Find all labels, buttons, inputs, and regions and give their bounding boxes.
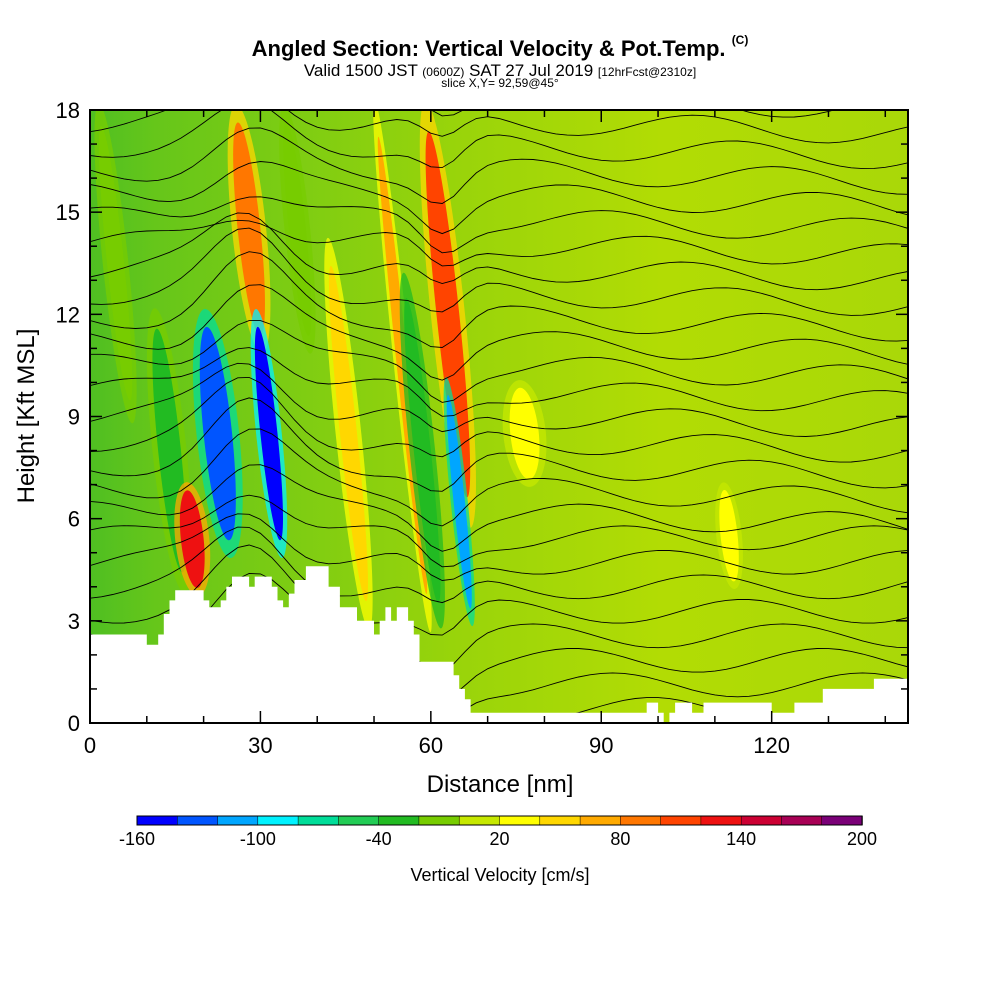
velocity-band — [227, 110, 271, 354]
velocity-band — [324, 237, 373, 630]
colorbar-swatch — [740, 815, 783, 826]
colorbar-swatch — [579, 815, 622, 826]
y-tick-label: 9 — [68, 405, 80, 430]
colorbar-tick-label: -160 — [119, 829, 155, 849]
colorbar-tick-label: -100 — [240, 829, 276, 849]
colorbar: -160 -100 -40 20 80 140 200 — [119, 815, 877, 849]
terrain-mask — [90, 566, 908, 723]
isentrope-line — [90, 320, 908, 403]
isentrope-line — [90, 196, 908, 254]
y-tick-label: 15 — [56, 200, 80, 225]
colorbar-swatch — [177, 815, 219, 826]
x-tick-label: 0 — [84, 733, 96, 758]
colorbar-swatch — [338, 815, 380, 826]
isentrope-line — [90, 219, 908, 267]
isentrope-line — [90, 513, 908, 581]
colorbar-tick-label: 80 — [610, 829, 630, 849]
velocity-band — [443, 377, 475, 627]
colorbar-swatch — [217, 815, 259, 826]
y-axis: 0 3 6 9 12 15 18 — [56, 98, 908, 736]
isentrope-line — [90, 362, 908, 437]
colorbar-swatch — [620, 815, 662, 826]
x-axis: 0 30 60 90 120 — [84, 110, 887, 758]
velocity-band — [250, 309, 288, 559]
velocity-band — [192, 309, 243, 559]
velocity-band — [419, 110, 476, 528]
isentrope-line — [90, 251, 908, 348]
colorbar-tick-label: -40 — [366, 829, 392, 849]
colorbar-swatch — [378, 815, 420, 826]
isentrope-line — [90, 347, 908, 417]
slice-info: slice X,Y= 92,59@45° — [441, 76, 559, 90]
colorbar-tick-label: 140 — [726, 829, 756, 849]
isentrope-line — [90, 544, 908, 636]
x-axis-label: Distance [nm] — [427, 771, 574, 798]
colorbar-swatch — [660, 815, 702, 826]
x-tick-label: 90 — [589, 733, 613, 758]
colorbar-swatch — [257, 815, 299, 826]
isentrope-line — [90, 397, 908, 492]
chart-title: Angled Section: Vertical Velocity & Pot.… — [251, 32, 749, 61]
isentrope-line — [90, 284, 908, 381]
colorbar-swatch — [821, 815, 863, 826]
colorbar-swatch — [458, 815, 501, 826]
isentrope-line — [90, 127, 908, 204]
y-tick-label: 12 — [56, 302, 80, 327]
isentrope-line — [90, 212, 908, 291]
chart-subtitle: Valid 1500 JST (0600Z) SAT 27 Jul 2019 [… — [303, 61, 697, 80]
y-axis-label: Height [Kft MSL] — [13, 329, 40, 504]
isentrope-line — [90, 227, 908, 316]
colorbar-swatch — [539, 815, 581, 826]
isentrope-line — [90, 376, 908, 463]
x-tick-label: 120 — [753, 733, 790, 758]
isentrope-line — [90, 110, 908, 144]
colorbar-frame — [136, 815, 863, 826]
isentrope-line — [90, 464, 908, 552]
colorbar-swatch — [297, 815, 340, 826]
isentrope-line — [90, 110, 908, 170]
colorbar-tick-label: 20 — [489, 829, 509, 849]
colorbar-tick-label: 200 — [847, 829, 877, 849]
isentrope-line — [90, 494, 908, 568]
y-tick-label: 18 — [56, 98, 80, 123]
colorbar-swatch — [136, 815, 179, 826]
isentrope-line — [90, 526, 908, 604]
colorbar-swatch — [418, 815, 460, 826]
x-tick-label: 30 — [248, 733, 272, 758]
isentrope-line — [90, 161, 908, 235]
colorbar-swatch — [700, 815, 742, 826]
colorbar-swatch — [781, 815, 823, 826]
y-tick-label: 3 — [68, 609, 80, 634]
y-tick-label: 6 — [68, 507, 80, 532]
colorbar-swatch — [499, 815, 541, 826]
y-tick-label: 0 — [68, 711, 80, 736]
x-tick-label: 60 — [419, 733, 443, 758]
isentrope-line — [90, 428, 908, 527]
colorbar-label: Vertical Velocity [cm/s] — [410, 865, 589, 885]
velocity-band — [715, 482, 743, 590]
